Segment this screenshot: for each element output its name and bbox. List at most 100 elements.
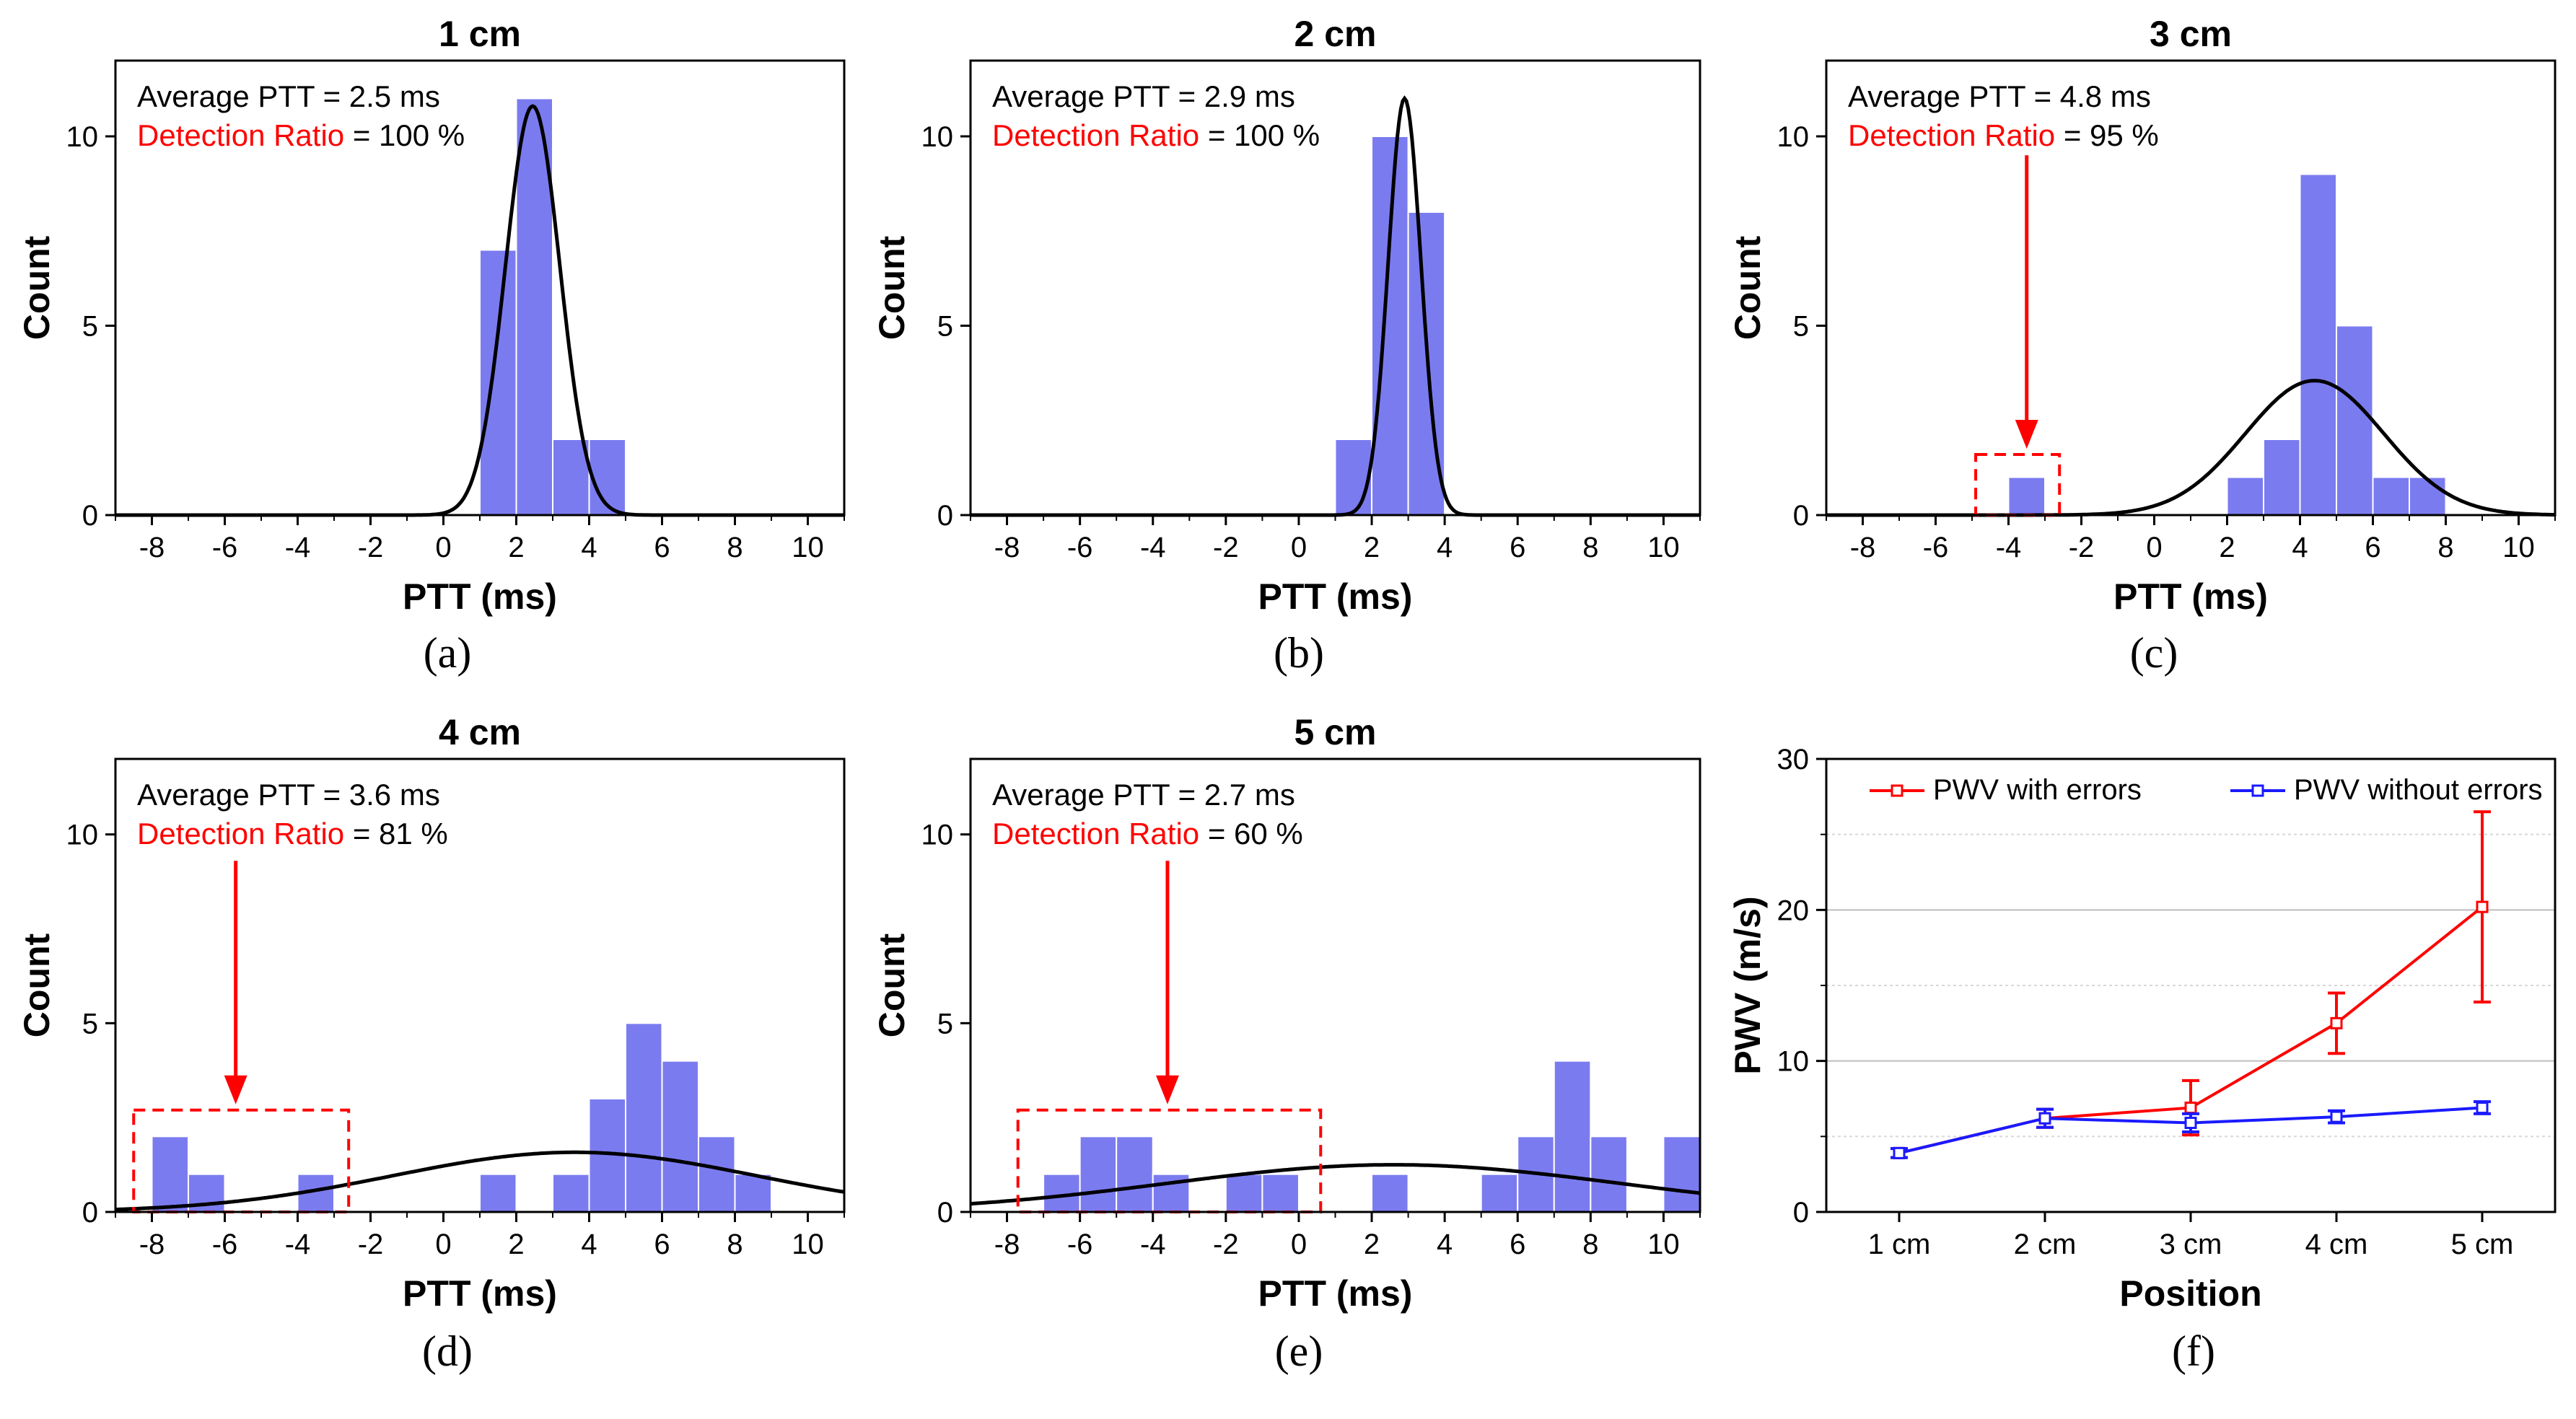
x-tick-label: -4	[1996, 532, 2022, 563]
histogram-bar	[2007, 476, 2046, 516]
data-point	[2330, 1016, 2343, 1029]
x-tick-label: -6	[1067, 532, 1093, 563]
detection-ratio-label: Detection Ratio	[137, 817, 344, 851]
x-tick-label: -2	[1213, 532, 1239, 563]
histogram-bar	[1261, 1173, 1300, 1213]
chart-panel-3: -8 -6 -4 -2 0 2 4 6 8 10 0 5 10 3 cm PTT (ms) Count Aver…	[1727, 14, 2557, 677]
x-tick-label: 0	[435, 1229, 451, 1260]
data-point	[2476, 900, 2489, 913]
x-tick-label: 10	[792, 532, 824, 563]
x-tick-label: -8	[994, 1229, 1020, 1260]
legend-label: PWV without errors	[2294, 774, 2543, 806]
average-ptt-label: Average PTT = 2.5 ms	[137, 79, 440, 113]
histogram-bar	[1225, 1173, 1263, 1213]
x-tick-label: 10	[792, 1229, 824, 1260]
detection-ratio-label: Detection Ratio	[992, 817, 1199, 851]
x-tick-label: 4	[581, 1229, 597, 1260]
y-tick-label: 5	[937, 311, 953, 343]
x-tick-label: -4	[1140, 1229, 1166, 1260]
histogram-bar	[1590, 1135, 1628, 1213]
x-tick-label: -4	[285, 1229, 311, 1260]
x-axis-title: PTT (ms)	[1258, 1273, 1413, 1314]
detection-ratio-value: = 81 %	[344, 817, 448, 851]
x-tick-label: 4 cm	[2305, 1229, 2368, 1260]
x-tick-label: 4	[581, 532, 597, 563]
error-region-box	[132, 1108, 351, 1213]
chart-panel-4: -8 -6 -4 -2 0 2 4 6 8 10 0 5 10 4 cm PTT (ms) Count Aver…	[17, 712, 846, 1375]
x-tick-label: 2	[508, 1229, 524, 1260]
x-tick-label: 8	[2437, 532, 2453, 563]
chart-title: 2 cm	[1294, 14, 1377, 54]
histogram-bar	[2263, 439, 2301, 516]
histogram-bar	[479, 249, 517, 516]
x-tick-label: -6	[212, 1229, 238, 1260]
x-tick-label: 4	[2292, 532, 2308, 563]
y-tick-label: 20	[1777, 895, 1810, 926]
data-point	[2038, 1112, 2051, 1125]
detection-ratio-value: = 100 %	[1199, 118, 1320, 152]
x-tick-label: 4	[1437, 532, 1453, 563]
x-tick-label: -8	[139, 532, 165, 563]
detection-ratio-text: Detection Ratio = 100 %	[992, 118, 1320, 152]
histogram-bar	[1371, 136, 1409, 516]
y-tick-label: 5	[937, 1008, 953, 1040]
detection-ratio-value: = 95 %	[2055, 118, 2159, 152]
y-tick-label: 10	[1777, 1046, 1810, 1078]
detection-ratio-text: Detection Ratio = 95 %	[1848, 118, 2159, 152]
histogram-bar	[1334, 439, 1373, 516]
panel-label: (e)	[1275, 1327, 1323, 1375]
x-tick-label: 2 cm	[2014, 1229, 2077, 1260]
data-point	[2184, 1102, 2197, 1115]
y-tick-label: 10	[921, 121, 954, 153]
y-tick-label: 30	[1777, 744, 1810, 776]
legend-label: PWV with errors	[1933, 774, 2142, 806]
x-tick-label: -8	[1850, 532, 1876, 563]
x-tick-label: 2	[1364, 532, 1380, 563]
x-tick-label: 5 cm	[2451, 1229, 2514, 1260]
x-tick-label: 6	[2365, 532, 2380, 563]
chart-title: 5 cm	[1294, 712, 1377, 752]
panel-label: (f)	[2172, 1327, 2215, 1375]
error-region-box	[1016, 1108, 1323, 1213]
histogram-bar	[661, 1060, 699, 1213]
histogram-bar	[734, 1173, 772, 1213]
detection-ratio-label: Detection Ratio	[137, 118, 344, 152]
x-tick-label: 2	[2219, 532, 2235, 563]
histogram-bar	[1152, 1173, 1191, 1213]
error-region-box	[1974, 453, 2062, 517]
chart-panel-1: -8 -6 -4 -2 0 2 4 6 8 10 0 5 10 1 cm PTT (ms) Count Aver…	[17, 14, 846, 677]
histogram-bar	[151, 1135, 189, 1213]
x-tick-label: 6	[1510, 532, 1525, 563]
x-tick-label: 2	[1364, 1229, 1380, 1260]
histogram-bar	[2299, 173, 2337, 516]
legend-swatch-marker	[2251, 784, 2264, 797]
x-tick-label: 6	[654, 1229, 670, 1260]
error-arrow-head	[2015, 420, 2038, 449]
detection-ratio-label: Detection Ratio	[1848, 118, 2055, 152]
histogram-bar	[1371, 1173, 1409, 1213]
y-tick-label: 5	[82, 1008, 98, 1040]
y-axis-title: Count	[872, 235, 912, 340]
average-ptt-label: Average PTT = 3.6 ms	[137, 778, 440, 812]
x-axis-title: PTT (ms)	[1258, 576, 1413, 617]
histogram-bar	[1480, 1173, 1519, 1213]
chart-panel-5: -8 -6 -4 -2 0 2 4 6 8 10 0 5 10 5 cm PTT (ms) Count Aver…	[872, 712, 1701, 1375]
histogram-bar	[2372, 476, 2410, 516]
x-tick-label: 1 cm	[1868, 1229, 1931, 1260]
chart-panel-6: 1 cm 2 cm 3 cm 4 cm 5 cm 0 10 20 30 Position PWV (…	[1727, 744, 2557, 1375]
x-tick-label: 10	[1647, 532, 1680, 563]
data-point	[2476, 1102, 2489, 1115]
error-arrow-head	[1155, 1075, 1179, 1104]
detection-ratio-text: Detection Ratio = 81 %	[137, 817, 448, 851]
y-tick-label: 10	[1777, 121, 1810, 153]
y-tick-label: 0	[1793, 500, 1809, 532]
x-tick-label: 0	[1291, 1229, 1307, 1260]
x-tick-label: 6	[654, 532, 670, 563]
detection-ratio-value: = 60 %	[1199, 817, 1303, 851]
y-tick-label: 0	[82, 1197, 98, 1229]
histogram-bar	[1662, 1135, 1701, 1213]
y-axis-title: PWV (m/s)	[1727, 896, 1768, 1074]
chart-title: 1 cm	[439, 14, 521, 54]
detection-ratio-text: Detection Ratio = 60 %	[992, 817, 1303, 851]
